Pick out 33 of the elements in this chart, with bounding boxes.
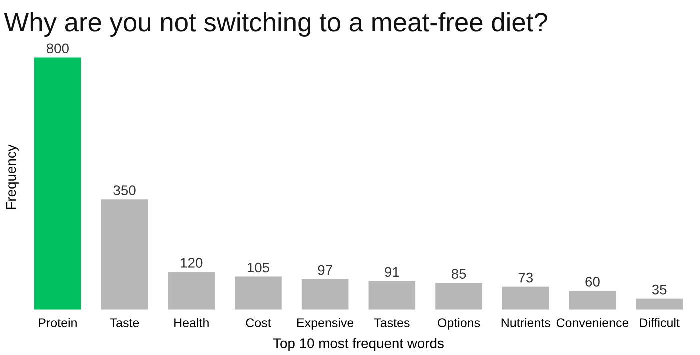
bar [101,200,148,310]
x-tick-label: Expensive [298,318,354,330]
bar [502,286,550,310]
x-tick-label: Cost [246,318,272,328]
x-tick-label: Convenience [556,318,629,328]
x-tick-label: Tastes [374,318,410,328]
bar [235,276,282,310]
data-label: 35 [652,284,667,295]
bar [436,283,482,310]
x-tick-label: Health [174,318,209,328]
x-tick-label: Protein [39,318,77,328]
data-label: 120 [181,258,203,268]
data-label: 105 [248,262,270,273]
bar [636,298,683,310]
bar [34,58,82,310]
x-tick-label: Options [438,318,480,330]
data-label: 91 [385,267,400,278]
data-label: 97 [318,265,332,276]
chart-title: Why are you not switching to a meat-free diet? [4,12,548,38]
x-tick-label: Taste [110,318,140,328]
data-label: 73 [518,272,533,283]
bar [302,279,349,310]
x-tick-label: Nutrients [502,318,550,328]
x-tick-label: Difficult [640,318,680,328]
bar [168,272,216,310]
bar [368,281,416,310]
data-label: 350 [114,186,136,196]
data-label: 800 [46,44,69,54]
data-label: 85 [452,269,466,279]
y-axis-title: Frequency [6,144,19,210]
data-label: 60 [586,277,600,287]
x-axis-title: Top 10 most frequent words [273,338,444,352]
bar [569,291,616,310]
